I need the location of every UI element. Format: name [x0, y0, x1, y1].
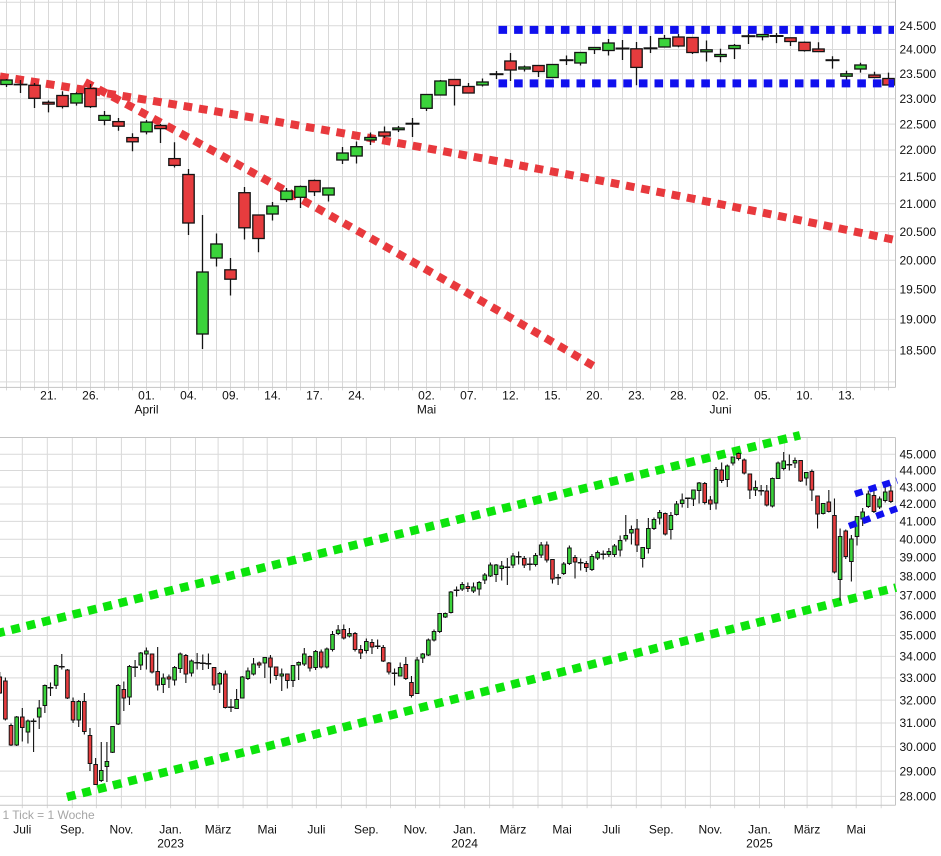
svg-text:20.000: 20.000	[900, 253, 937, 267]
svg-text:Juli: Juli	[602, 823, 620, 837]
svg-text:35.000: 35.000	[900, 629, 937, 643]
svg-text:44.000: 44.000	[900, 464, 937, 478]
svg-text:14.: 14.	[264, 389, 281, 403]
svg-text:21.: 21.	[40, 389, 57, 403]
svg-text:Juli: Juli	[13, 823, 31, 837]
svg-text:Juni: Juni	[709, 403, 731, 417]
svg-text:24.000: 24.000	[900, 43, 937, 57]
svg-text:21.000: 21.000	[900, 197, 937, 211]
svg-text:13.: 13.	[838, 389, 855, 403]
svg-text:Nov.: Nov.	[404, 823, 428, 837]
svg-text:15.: 15.	[544, 389, 561, 403]
svg-text:26.: 26.	[82, 389, 99, 403]
svg-text:Jan.: Jan.	[748, 823, 771, 837]
svg-text:19.500: 19.500	[900, 283, 937, 297]
svg-text:24.500: 24.500	[900, 19, 937, 33]
svg-text:42.000: 42.000	[900, 497, 937, 511]
svg-text:19.000: 19.000	[900, 313, 937, 327]
svg-text:32.000: 32.000	[900, 693, 937, 707]
svg-text:39.000: 39.000	[900, 551, 937, 565]
svg-text:24.: 24.	[348, 389, 365, 403]
svg-text:Sep.: Sep.	[60, 823, 85, 837]
svg-text:43.000: 43.000	[900, 480, 937, 494]
svg-text:38.000: 38.000	[900, 569, 937, 583]
svg-text:12.: 12.	[502, 389, 519, 403]
svg-text:45.000: 45.000	[900, 448, 937, 462]
svg-text:29.000: 29.000	[900, 764, 937, 778]
svg-text:Mai: Mai	[258, 823, 277, 837]
svg-text:Nov.: Nov.	[699, 823, 723, 837]
svg-text:30.000: 30.000	[900, 740, 937, 754]
svg-text:22.500: 22.500	[900, 117, 937, 131]
svg-text:Jan.: Jan.	[159, 823, 182, 837]
svg-text:April: April	[134, 403, 158, 417]
svg-text:04.: 04.	[180, 389, 197, 403]
svg-text:36.000: 36.000	[900, 608, 937, 622]
svg-text:März: März	[794, 823, 821, 837]
svg-text:Sep.: Sep.	[354, 823, 379, 837]
svg-text:2023: 2023	[157, 837, 184, 851]
svg-text:05.: 05.	[754, 389, 771, 403]
svg-text:Mai: Mai	[847, 823, 866, 837]
svg-text:2024: 2024	[451, 837, 478, 851]
svg-text:22.000: 22.000	[900, 143, 937, 157]
svg-text:33.000: 33.000	[900, 671, 937, 685]
svg-text:2025: 2025	[746, 837, 773, 851]
svg-text:Jan.: Jan.	[453, 823, 476, 837]
svg-text:20.: 20.	[586, 389, 603, 403]
svg-text:20.500: 20.500	[900, 225, 937, 239]
svg-text:23.000: 23.000	[900, 92, 937, 106]
svg-text:März: März	[500, 823, 527, 837]
svg-text:28.000: 28.000	[900, 790, 937, 804]
svg-text:10.: 10.	[796, 389, 813, 403]
svg-text:Mai: Mai	[552, 823, 571, 837]
svg-text:02.: 02.	[418, 389, 435, 403]
svg-text:18.500: 18.500	[900, 344, 937, 358]
svg-text:Sep.: Sep.	[649, 823, 674, 837]
svg-text:Nov.: Nov.	[110, 823, 134, 837]
svg-text:09.: 09.	[222, 389, 239, 403]
svg-text:21.500: 21.500	[900, 170, 937, 184]
svg-text:41.000: 41.000	[900, 515, 937, 529]
svg-text:02.: 02.	[712, 389, 729, 403]
svg-text:34.000: 34.000	[900, 650, 937, 664]
svg-text:Mai: Mai	[417, 403, 436, 417]
svg-text:07.: 07.	[460, 389, 477, 403]
svg-text:28.: 28.	[670, 389, 687, 403]
svg-text:31.000: 31.000	[900, 716, 937, 730]
svg-text:40.000: 40.000	[900, 532, 937, 546]
svg-text:23.500: 23.500	[900, 67, 937, 81]
svg-text:1 Tick = 1 Woche: 1 Tick = 1 Woche	[3, 808, 95, 822]
svg-text:17.: 17.	[306, 389, 323, 403]
svg-text:01.: 01.	[138, 389, 155, 403]
svg-text:37.000: 37.000	[900, 589, 937, 603]
svg-text:23.: 23.	[628, 389, 645, 403]
svg-text:März: März	[205, 823, 232, 837]
svg-text:Juli: Juli	[307, 823, 325, 837]
